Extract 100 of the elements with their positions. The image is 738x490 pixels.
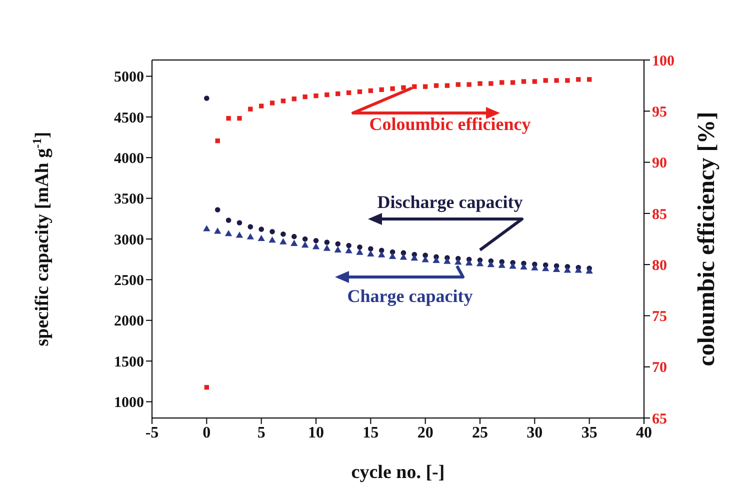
x-tick-label: -5: [145, 424, 159, 442]
point: [312, 243, 320, 250]
point: [390, 249, 396, 255]
point: [565, 78, 570, 83]
x-tick-label: 5: [257, 424, 266, 442]
point: [454, 258, 462, 265]
point: [345, 247, 352, 254]
x-tick-label: 0: [202, 424, 211, 442]
y-tick-label: 4500: [114, 110, 144, 126]
point: [203, 225, 210, 232]
x-tick-label: 35: [581, 424, 598, 442]
y2-tick-label: 65: [652, 411, 667, 428]
y2-tick-label: 80: [652, 258, 667, 274]
point: [214, 207, 220, 212]
point: [476, 260, 484, 266]
point: [292, 96, 296, 102]
y2-tick-label: 85: [652, 206, 667, 223]
point: [509, 262, 516, 269]
point: [270, 100, 275, 106]
y2-tick-label: 95: [652, 104, 667, 120]
y-tick-label: 1000: [114, 395, 144, 412]
x-tick-label: 25: [472, 424, 488, 442]
point: [204, 96, 210, 101]
x-tick-label: 20: [417, 424, 434, 442]
point: [521, 79, 526, 84]
point: [552, 266, 560, 272]
point: [356, 248, 364, 255]
point: [531, 264, 538, 270]
point: [367, 250, 374, 257]
point: [368, 88, 374, 94]
point: [466, 259, 473, 266]
point: [586, 77, 592, 82]
point: [236, 232, 244, 238]
point: [314, 93, 318, 98]
point: [268, 236, 276, 243]
point: [346, 242, 352, 248]
point: [488, 81, 494, 86]
point: [432, 256, 440, 264]
point: [346, 90, 352, 96]
y-tick-label: 2500: [114, 273, 144, 290]
point: [532, 79, 538, 84]
point: [400, 254, 408, 260]
point: [520, 263, 528, 270]
y-tick-label: 3500: [114, 192, 144, 208]
point: [258, 226, 264, 232]
point: [410, 254, 418, 261]
point: [466, 82, 472, 87]
point: [574, 266, 582, 273]
x-tick-label: 15: [362, 424, 379, 442]
point: [357, 244, 362, 250]
point: [543, 78, 548, 83]
point: [576, 77, 581, 82]
point: [324, 92, 330, 98]
point: [368, 246, 374, 252]
point: [214, 228, 222, 234]
point: [434, 83, 439, 88]
point: [302, 94, 308, 100]
point: [564, 266, 572, 273]
point: [248, 224, 254, 230]
point: [554, 78, 559, 83]
point: [357, 89, 362, 94]
legend-label: Coloumbic efficiency: [369, 114, 531, 134]
point: [542, 264, 550, 272]
legend-label: Charge capacity: [347, 286, 473, 306]
point: [388, 252, 396, 259]
point: [248, 106, 253, 112]
y2-axis-title: coloumbic efficiency [%]: [694, 112, 720, 366]
point: [422, 84, 428, 89]
point: [378, 251, 386, 258]
point: [226, 116, 231, 121]
y2-tick-label: 90: [652, 156, 667, 172]
point: [336, 91, 340, 96]
point: [487, 260, 494, 268]
series-label: Discharge capacity: [377, 192, 523, 212]
point: [500, 80, 504, 85]
point: [280, 231, 286, 237]
point: [510, 80, 516, 85]
point: [226, 218, 232, 223]
point: [324, 240, 330, 245]
point: [290, 240, 298, 246]
y2-tick-label: 75: [652, 309, 667, 326]
point: [291, 234, 297, 240]
point: [246, 233, 254, 240]
x-tick-label: 10: [308, 424, 324, 442]
point: [412, 84, 417, 89]
y-tick-label: 1500: [114, 354, 144, 370]
point: [379, 87, 384, 92]
point: [215, 138, 220, 144]
y2-tick-label: 70: [652, 360, 667, 376]
point: [401, 85, 406, 90]
x-tick-label: 40: [636, 424, 652, 442]
point: [444, 258, 451, 264]
point: [444, 83, 450, 88]
point: [280, 238, 287, 244]
point: [334, 246, 342, 252]
point: [302, 236, 308, 242]
y-tick-label: 5000: [114, 70, 144, 86]
point: [323, 244, 330, 251]
point: [498, 262, 506, 268]
point: [335, 241, 341, 247]
